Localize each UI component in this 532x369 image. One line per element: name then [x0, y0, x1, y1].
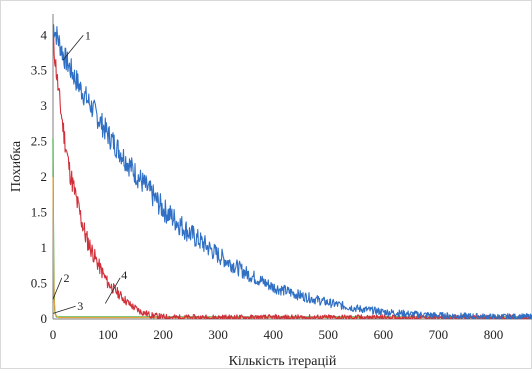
x-tick-label: 600 [374, 327, 394, 342]
x-tick-label: 400 [263, 327, 283, 342]
callout-label-4: 4 [121, 268, 127, 282]
x-tick-label: 800 [484, 327, 504, 342]
x-tick-label: 500 [319, 327, 339, 342]
callout-line-3 [52, 305, 76, 314]
annotation-layer: 1 23 4 [52, 28, 127, 314]
callout-line-1 [62, 35, 84, 61]
x-tick-label: 200 [153, 327, 173, 342]
callout-label-1: 1 [85, 28, 91, 42]
y-tick-label: 3.5 [31, 63, 47, 78]
x-tick-label: 100 [98, 327, 118, 342]
series-layer [52, 24, 532, 320]
x-axis-title: Кількість ітерацій [229, 354, 337, 369]
callout-line-4 [104, 277, 121, 304]
y-axis-title: Похибка [9, 140, 24, 192]
x-tick-label: 0 [50, 327, 57, 342]
y-tick-label: 0 [41, 311, 48, 326]
x-tick-label: 300 [208, 327, 228, 342]
callout-label-2: 2 [63, 271, 69, 285]
y-tick-label: 1 [41, 240, 48, 255]
y-tick-label: 2 [41, 169, 48, 184]
y-tick-label: 2.5 [31, 134, 47, 149]
y-tick-label: 1.5 [31, 205, 47, 220]
x-tick-label: 700 [429, 327, 449, 342]
callout-label-3: 3 [77, 299, 83, 313]
y-tick-label: 0.5 [31, 276, 47, 291]
ticks-layer: 0 0.5 1 1.5 2 2.5 3 3.5 4 0 100 200 300 400 500 600 700 8… [31, 27, 503, 342]
series-line-1 [52, 24, 532, 320]
callout-line-2 [52, 277, 63, 300]
y-tick-label: 4 [41, 27, 48, 42]
y-tick-label: 3 [41, 98, 48, 113]
